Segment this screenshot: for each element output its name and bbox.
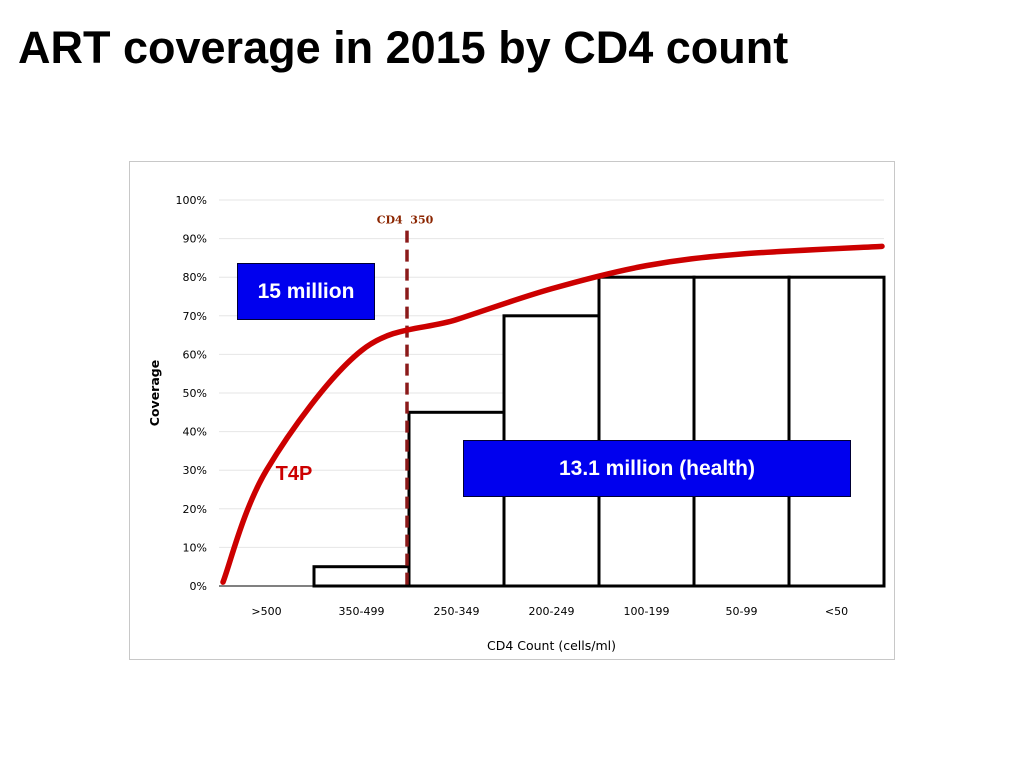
bar [597,275,696,588]
y-tick-label: 0% [190,580,207,593]
t4p-curve-label: T4P [276,463,313,485]
y-tick-label: 10% [183,541,207,554]
x-tick-label: >500 [251,605,281,618]
slide-title: ART coverage in 2015 by CD4 count [18,22,789,73]
y-axis-title: Coverage [147,360,162,426]
bar [787,275,886,588]
y-tick-label: 70% [183,310,207,323]
y-tick-label: 50% [183,387,207,400]
y-tick-label: 30% [183,464,207,477]
x-axis-title: CD4 Count (cells/ml) [487,638,616,653]
bar [692,275,791,588]
y-tick-label: 20% [183,503,207,516]
bar [312,565,411,588]
x-tick-label: 250-349 [434,605,480,618]
x-tick-label: <50 [825,605,848,618]
x-tick-labels: >500 350-499 250-349 200-249 100-199 50-99 <50 [251,605,848,618]
y-tick-label: 100% [176,194,207,207]
x-tick-label: 50-99 [726,605,758,618]
callout-15-million: 15 million [237,263,375,320]
y-tick-label: 40% [183,426,207,439]
y-tick-label: 80% [183,271,207,284]
cd4-threshold-label: CD4 350 [377,213,434,226]
x-tick-label: 100-199 [624,605,670,618]
y-tick-label: 60% [183,348,207,361]
x-tick-label: 350-499 [339,605,385,618]
x-tick-label: 200-249 [529,605,575,618]
callout-13-million-health: 13.1 million (health) [463,440,851,497]
y-tick-label: 90% [183,233,207,246]
bar [407,410,506,588]
t4p-curve [220,243,885,585]
y-tick-labels: 0% 10% 20% 30% 40% 50% 60% 70% 80% 90% 100% [176,194,207,593]
